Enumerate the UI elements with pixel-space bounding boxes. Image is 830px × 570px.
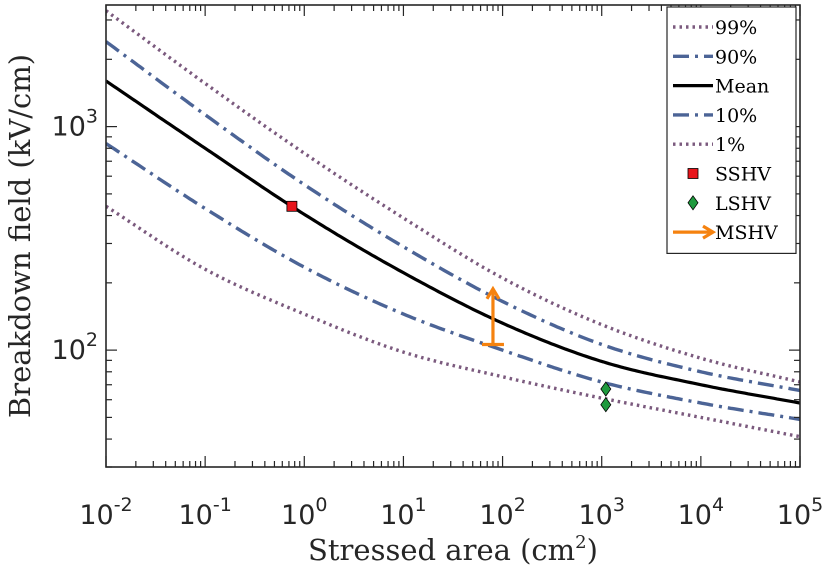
legend-box bbox=[666, 6, 797, 254]
legend-label: 99% bbox=[715, 17, 757, 39]
legend-label: LSHV bbox=[715, 193, 771, 215]
series-line-1pct bbox=[106, 204, 800, 439]
data-curves bbox=[106, 9, 800, 439]
series-line-mean bbox=[106, 79, 800, 405]
x-tick-label: 10-2 bbox=[79, 494, 132, 531]
x-tick-label: 103 bbox=[578, 494, 624, 531]
marker-lshv bbox=[600, 381, 612, 397]
marker-lshv bbox=[600, 397, 612, 413]
plot-frame bbox=[105, 4, 801, 468]
y-tick-label: 102 bbox=[52, 329, 98, 366]
legend-swatch bbox=[687, 168, 699, 179]
data-markers bbox=[286, 200, 612, 413]
legend: 99% 90% Mean 10% 1% SSHV LSHV MSHV bbox=[666, 6, 797, 254]
x-tick-label: 10-1 bbox=[178, 494, 231, 531]
series-line-10pct bbox=[106, 142, 800, 422]
y-tick-label: 103 bbox=[52, 106, 98, 143]
legend-label: SSHV bbox=[715, 164, 771, 186]
mshv-arrow-head bbox=[485, 285, 501, 300]
marker-sshv bbox=[286, 200, 298, 212]
y-axis-label: Breakdown field (kV/cm) bbox=[3, 54, 37, 418]
legend-label: MSHV bbox=[715, 222, 778, 244]
legend-swatch bbox=[702, 224, 717, 240]
x-axis-label: Stressed area (cm2) bbox=[308, 532, 598, 567]
series-line-90pct bbox=[106, 40, 800, 393]
legend-label: 10% bbox=[715, 105, 757, 127]
legend-swatch bbox=[687, 195, 699, 211]
x-tick-label: 105 bbox=[777, 494, 823, 531]
legend-label: Mean bbox=[715, 76, 769, 98]
legend-label: 1% bbox=[715, 134, 745, 156]
legend-label: 90% bbox=[715, 46, 757, 68]
x-tick-label: 100 bbox=[281, 494, 327, 531]
x-tick-label: 102 bbox=[479, 494, 525, 531]
x-tick-label: 104 bbox=[678, 494, 724, 531]
series-line-99pct bbox=[106, 9, 800, 384]
x-tick-label: 101 bbox=[380, 494, 426, 531]
